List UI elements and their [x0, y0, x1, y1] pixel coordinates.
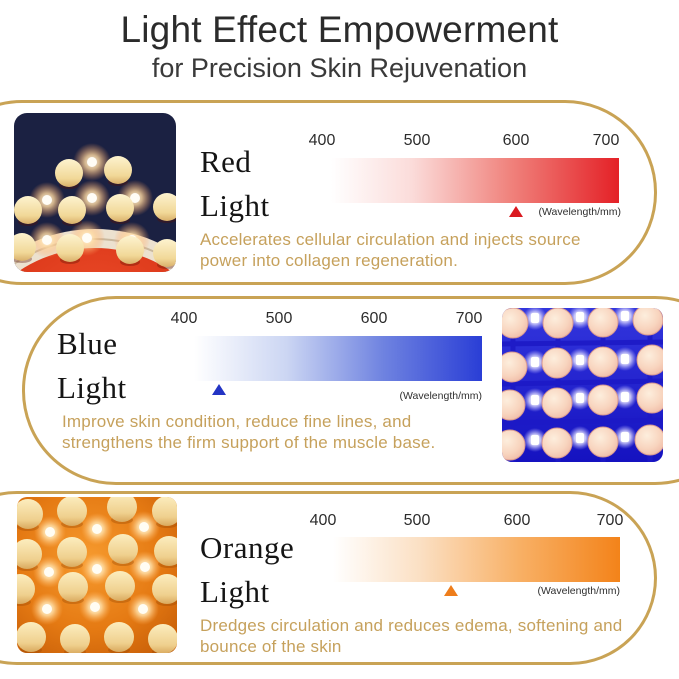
page-subtitle: for Precision Skin Rejuvenation	[151, 53, 528, 83]
tick-400: 400	[170, 310, 198, 327]
page-title: Light Effect Empowerment	[120, 9, 559, 50]
red-led-device-photo	[14, 113, 176, 272]
red-light-heading: Red Light	[200, 140, 270, 228]
tick-400: 400	[309, 512, 337, 529]
tick-600: 600	[503, 512, 531, 529]
blue-light-heading-line2: Light	[57, 370, 127, 405]
blue-wavelength-gradient-bar	[194, 336, 482, 381]
red-wavelength-unit-label: (Wavelength/mm)	[538, 206, 621, 218]
red-wavelength-gradient-bar	[331, 158, 619, 203]
orange-led-device-photo	[17, 497, 177, 653]
tick-500: 500	[265, 310, 293, 327]
blue-wavelength-marker-triangle-icon	[212, 384, 226, 395]
orange-light-heading-line1: Orange	[200, 530, 295, 565]
orange-wavelength-unit-label: (Wavelength/mm)	[537, 585, 620, 597]
tick-500: 500	[403, 512, 431, 529]
orange-wavelength-marker-triangle-icon	[444, 585, 458, 596]
orange-wavelength-gradient-bar	[333, 537, 620, 582]
blue-light-heading: Blue Light	[57, 322, 127, 410]
tick-700: 700	[592, 132, 620, 149]
red-wavelength-marker-triangle-icon	[509, 206, 523, 217]
tick-700: 700	[455, 310, 483, 327]
tick-400: 400	[308, 132, 336, 149]
red-light-heading-line1: Red	[200, 144, 252, 179]
tick-500: 500	[403, 132, 431, 149]
red-light-heading-line2: Light	[200, 188, 270, 223]
blue-led-device-photo	[502, 308, 663, 462]
blue-light-heading-line1: Blue	[57, 326, 118, 361]
tick-600: 600	[360, 310, 388, 327]
orange-light-heading-line2: Light	[200, 574, 270, 609]
red-light-description: Accelerates cellular circulation and inj…	[200, 230, 581, 270]
tick-700: 700	[596, 512, 624, 529]
blue-wavelength-unit-label: (Wavelength/mm)	[399, 390, 482, 402]
orange-light-description: Dredges circulation and reduces edema, s…	[200, 616, 623, 656]
blue-light-description: Improve skin condition, reduce fine line…	[62, 412, 436, 452]
tick-600: 600	[502, 132, 530, 149]
orange-light-heading: Orange Light	[200, 526, 294, 614]
